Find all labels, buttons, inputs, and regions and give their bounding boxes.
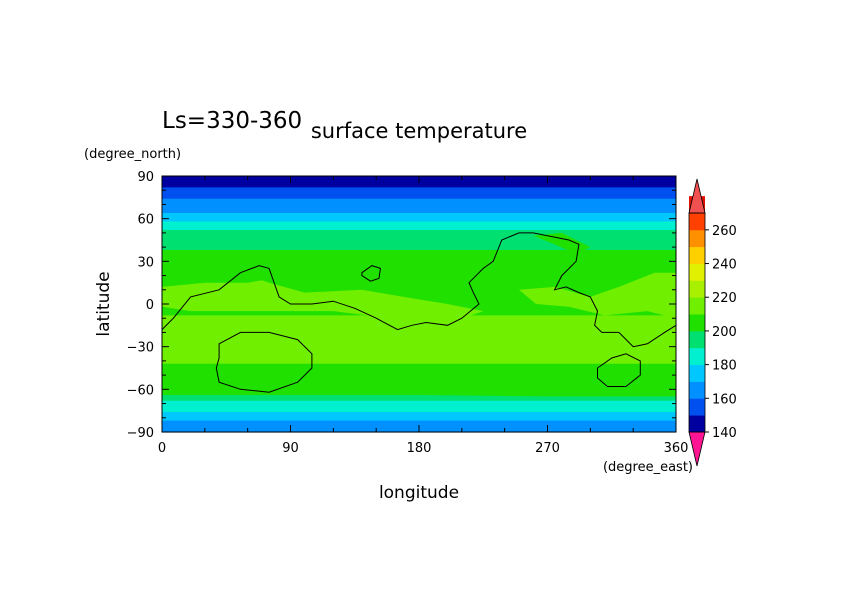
y-tick-label-1: 60 — [137, 213, 154, 228]
temperature-band-3 — [162, 212, 676, 223]
colorbar-label-240: 240 — [712, 258, 737, 273]
colorbar-label-160: 160 — [712, 392, 737, 407]
x-tick-label-270: 270 — [535, 441, 560, 456]
colorbar-segment-150 — [689, 398, 705, 416]
colorbar-segment-250 — [689, 229, 705, 248]
topography-contour-1 — [361, 265, 381, 282]
topography-contour-0 — [161, 232, 677, 348]
colorbar-segment-220 — [689, 280, 705, 298]
colorbar-label-200: 200 — [712, 325, 737, 340]
colorbar-over-arrow — [688, 178, 706, 214]
colorbar-frame — [688, 212, 706, 433]
colorbar-segment-240 — [689, 246, 705, 264]
y-tick-label-6: −90 — [127, 426, 154, 441]
colorbar-label-140: 140 — [712, 426, 737, 441]
colorbar-segment-190 — [689, 330, 705, 349]
y-tick-label-3: 0 — [146, 298, 154, 313]
topography-contour-3 — [597, 353, 641, 387]
colorbar-segment-260 — [689, 213, 705, 231]
y-tick-label-4: −30 — [127, 341, 154, 356]
topography-contours — [161, 232, 677, 393]
x-tick-label-360: 360 — [664, 441, 689, 456]
chart-title: surface temperature — [311, 119, 527, 143]
x-tick-label-180: 180 — [407, 441, 432, 456]
y-tick-label-2: 30 — [137, 255, 154, 270]
x-axis-unit: (degree_east) — [603, 460, 693, 475]
y-axis-unit: (degree_north) — [84, 147, 181, 162]
colorbar-segment-170 — [689, 364, 705, 382]
colorbar-label-220: 220 — [712, 291, 737, 306]
colorbar-segment-230 — [689, 263, 705, 281]
topography-contour-2 — [215, 331, 313, 393]
temperature-band-12 — [162, 412, 676, 422]
temperature-region-3 — [533, 232, 591, 255]
colorbar: 140 160 180 200 220 240 260 — [688, 178, 737, 467]
temperature-band-11 — [162, 400, 676, 413]
plot-area — [162, 176, 676, 433]
temperature-band-4 — [162, 221, 676, 231]
temperature-band-9 — [162, 363, 676, 388]
colorbar-segment-210 — [689, 297, 705, 315]
x-tick-label-0: 0 — [158, 441, 166, 456]
y-tick-label-0: 90 — [137, 170, 154, 185]
temperature-band-2 — [162, 198, 676, 214]
temperature-region-4 — [162, 386, 676, 397]
temperature-band-5 — [162, 230, 676, 251]
x-tick-label-90: 90 — [282, 441, 299, 456]
y-tick-label-5: −60 — [127, 383, 154, 398]
colorbar-label-180: 180 — [712, 359, 737, 374]
y-axis-label: latitude — [94, 271, 114, 336]
axis-ticks: 0 90 180 270 360 90 60 30 0 −30 −60 −90 — [127, 170, 689, 456]
temperature-band-1 — [162, 187, 676, 200]
colorbar-segment-140 — [689, 415, 705, 433]
temperature-band-8 — [162, 315, 676, 365]
colorbar-label-260: 260 — [712, 224, 737, 239]
colorbar-segment-200 — [689, 314, 705, 332]
colorbar-segment-160 — [689, 381, 705, 399]
temperature-region-0 — [162, 272, 484, 322]
temperature-region-1 — [518, 272, 676, 319]
chart-subtitle: Ls=330-360 — [162, 108, 302, 134]
colorbar-segment-180 — [689, 347, 705, 366]
x-axis-label: longitude — [379, 483, 459, 503]
